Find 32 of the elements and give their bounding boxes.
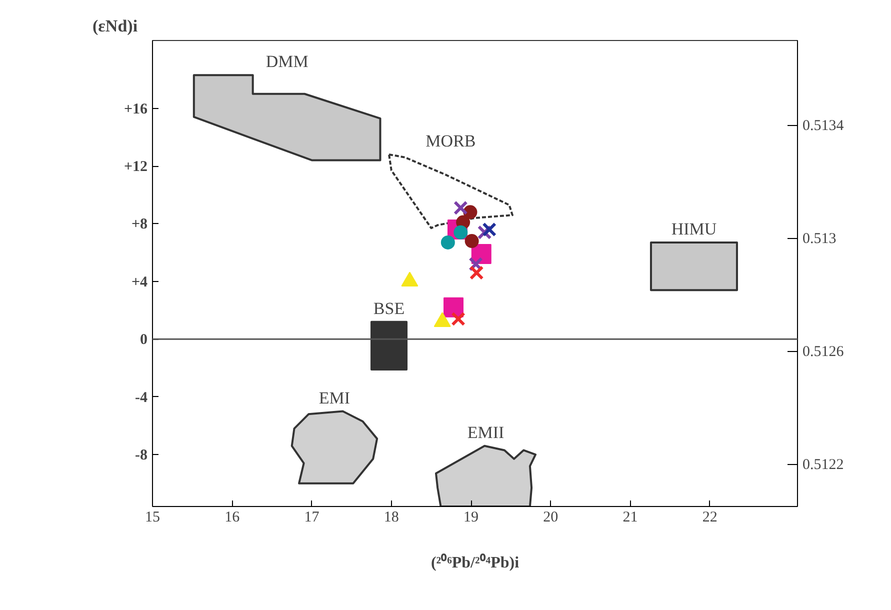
x-tick-label: 22 [702, 510, 718, 526]
y2-tick-label: 0.5134 [802, 118, 844, 134]
series-label: EMI [318, 388, 350, 408]
point [464, 234, 479, 248]
x-tick-label: 15 [145, 510, 160, 526]
x-tick-label: 20 [543, 510, 558, 526]
series-label: HIMU [671, 219, 717, 238]
point [451, 312, 466, 326]
x-axis-title: (²⁰⁶Pb/²⁰⁴Pb)i [430, 554, 520, 572]
y2-tick-label: 0.5126 [802, 344, 844, 360]
y2-tick-label: 0.513 [802, 231, 836, 248]
y-tick-label: -4 [135, 390, 148, 406]
point [444, 297, 464, 318]
y-tick-label: +12 [124, 159, 148, 176]
x-tick-label: 17 [304, 510, 320, 526]
y-tick-label: +4 [131, 274, 148, 290]
y2-tick-label: 0.5122 [802, 457, 844, 474]
y-tick-label: +16 [124, 101, 148, 118]
y-tick-label: +8 [131, 216, 148, 233]
y-tick-label: -8 [135, 448, 148, 464]
series-label: BSE [373, 298, 405, 318]
y-tick-label: 0 [140, 332, 148, 348]
x-tick-label: 16 [224, 510, 240, 526]
series-label: MORB [426, 131, 476, 150]
series-label: DMM [266, 52, 308, 72]
x-tick-label: 19 [464, 510, 479, 526]
series-label: EMII [467, 422, 504, 442]
x-tick-label: 21 [622, 510, 638, 526]
point [440, 235, 455, 250]
y-axis-title: (εNd)i [92, 16, 138, 36]
x-tick-label: 18 [384, 510, 399, 526]
point [469, 266, 484, 280]
